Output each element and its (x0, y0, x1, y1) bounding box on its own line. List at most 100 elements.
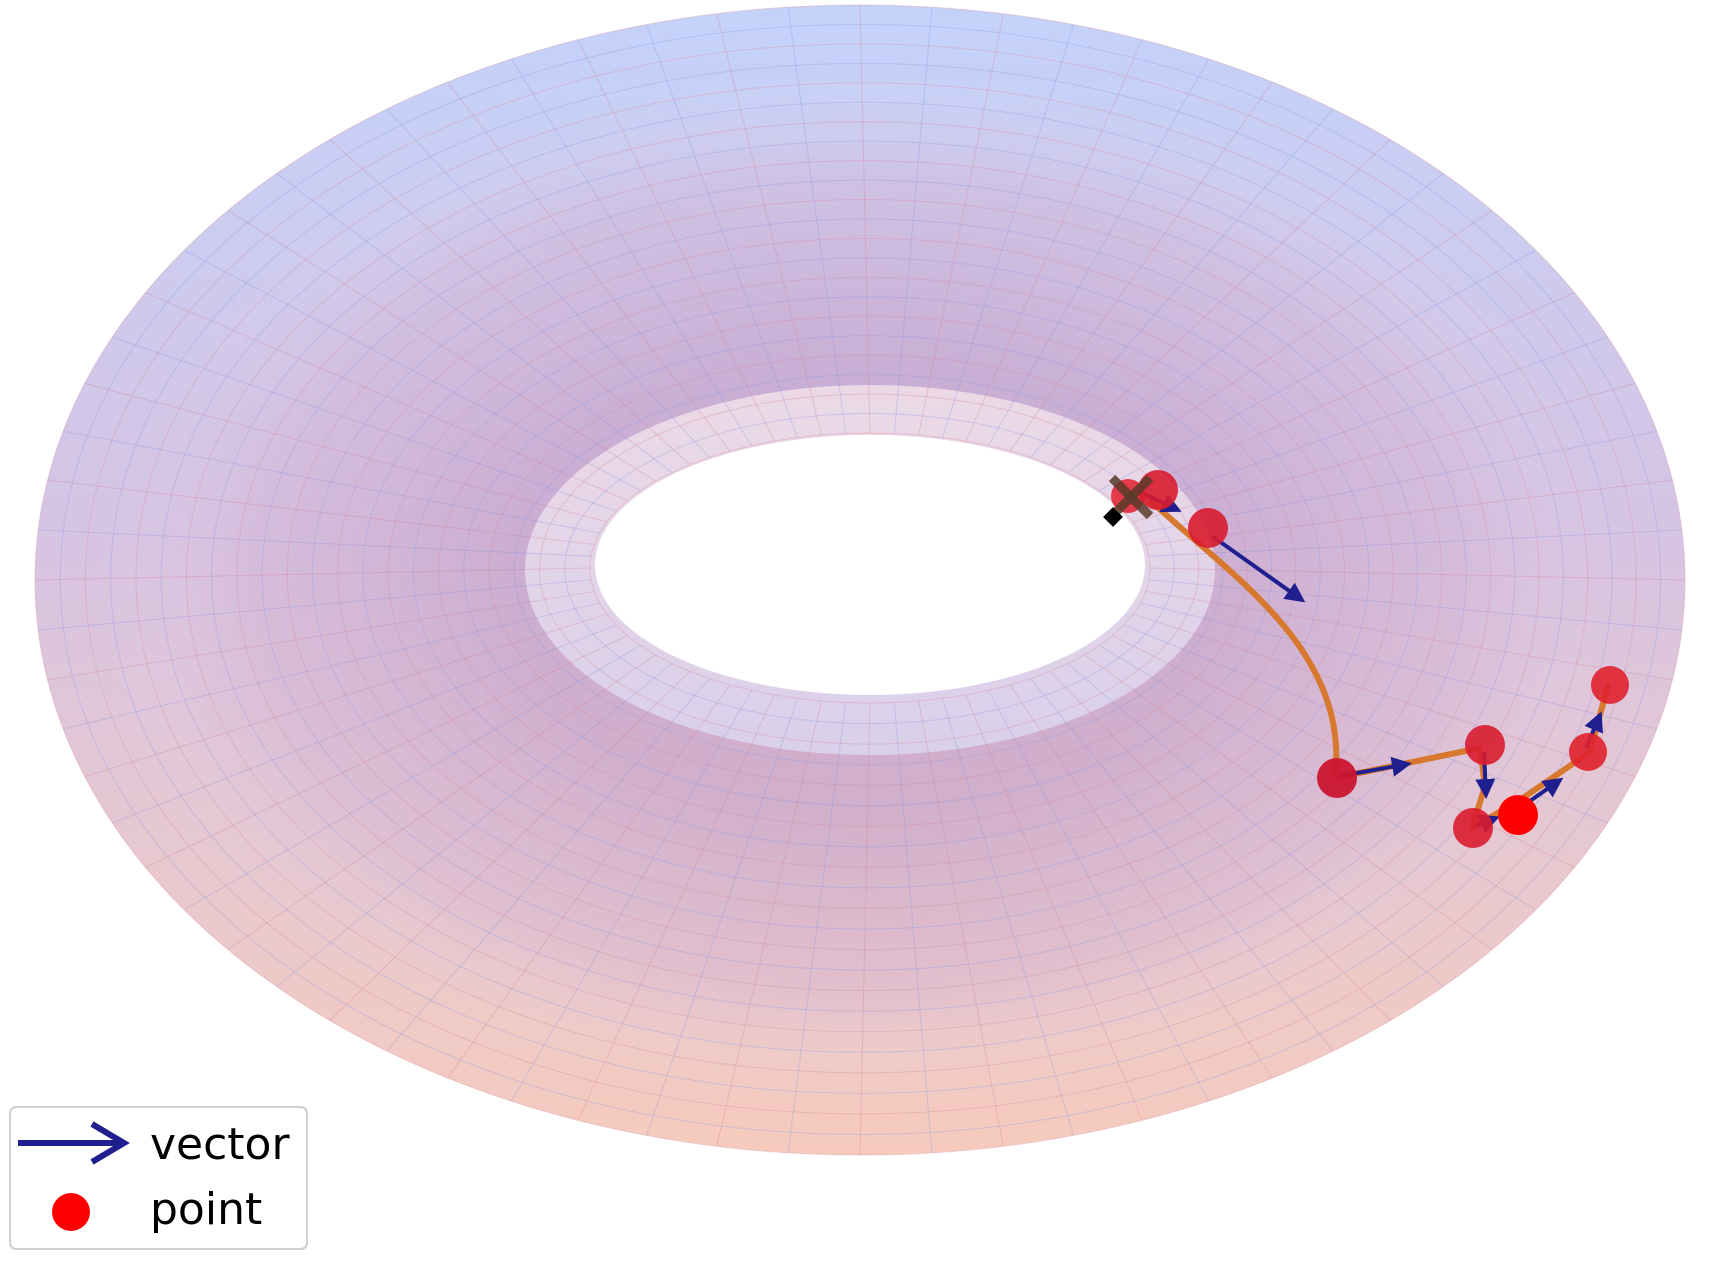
mesh-longitude-line (1067, 173, 1444, 473)
mesh-latitude-line (236, 160, 1491, 992)
mesh-latitude-line (589, 432, 1151, 704)
mesh-longitude-line (1030, 108, 1334, 458)
mesh-longitude-line (1140, 602, 1658, 730)
vector-arrow (1210, 534, 1306, 603)
mesh-longitude-line (965, 39, 1143, 442)
mesh-longitude-line (329, 139, 691, 465)
mesh-latitude-line (312, 218, 1418, 930)
mesh-latitude-line (84, 43, 1637, 1115)
mesh-longitude-line (1084, 209, 1493, 482)
mesh-latitude-line (539, 393, 1200, 745)
point-marker (1569, 733, 1607, 771)
mesh-longitude-line (447, 81, 731, 452)
mesh-latitude-line (337, 237, 1394, 909)
mesh-longitude-line (34, 567, 591, 581)
mesh-longitude-line (1049, 139, 1391, 465)
mesh-longitude-line (893, 702, 933, 1153)
mesh-longitude-line (447, 684, 731, 1079)
mesh-longitude-line (62, 602, 600, 730)
mesh-longitude-line (329, 671, 691, 1021)
torus-surface (34, 4, 1686, 1156)
mesh-latitude-line (488, 354, 1248, 786)
mesh-longitude-line (987, 690, 1210, 1102)
legend: vector point (9, 1106, 308, 1250)
mesh-longitude-line (112, 336, 617, 512)
surface-mesh (34, 4, 1686, 1156)
mesh-longitude-line (918, 700, 1004, 1147)
mesh-longitude-line (145, 292, 628, 501)
mesh-longitude-line (1148, 529, 1682, 557)
mesh-longitude-line (716, 13, 822, 436)
mesh-longitude-line (510, 690, 753, 1102)
mesh-latitude-line (513, 374, 1224, 766)
mesh-longitude-line (38, 579, 592, 631)
arrow-icon (18, 1121, 130, 1165)
mesh-longitude-line (276, 173, 673, 473)
mesh-longitude-line (1145, 479, 1673, 546)
mesh-longitude-line (1049, 671, 1391, 1021)
mesh-latitude-line (59, 23, 1662, 1135)
mesh-longitude-line (227, 654, 656, 951)
mesh-longitude-line (1084, 654, 1493, 951)
mesh-longitude-line (918, 13, 1004, 436)
mesh-latitude-line (387, 276, 1346, 868)
mesh-longitude-line (941, 698, 1075, 1136)
mesh-longitude-line (47, 590, 595, 681)
mesh-latitude-line (34, 4, 1686, 1156)
mesh-longitude-line (145, 635, 628, 868)
point-marker (1498, 795, 1538, 835)
x-marker-icon (1103, 474, 1154, 527)
mesh-longitude-line (787, 702, 847, 1153)
mesh-longitude-line (941, 24, 1075, 438)
mesh-longitude-line (577, 39, 775, 442)
mesh-latitude-line (463, 335, 1273, 807)
mesh-longitude-line (1099, 249, 1537, 492)
point-marker (1453, 808, 1493, 848)
mesh-longitude-line (1123, 624, 1608, 824)
mesh-longitude-line (1009, 684, 1273, 1079)
mesh-longitude-line (716, 700, 822, 1147)
mesh-longitude-line (1009, 81, 1273, 452)
mesh-longitude-line (38, 529, 592, 557)
mesh-longitude-line (787, 7, 847, 434)
mesh-latitude-line (564, 413, 1175, 725)
mesh-longitude-line (646, 24, 799, 438)
mesh-longitude-line (1148, 579, 1682, 631)
mesh-longitude-line (1140, 430, 1657, 534)
mesh-latitude-line (160, 101, 1564, 1053)
mesh-longitude-line (183, 249, 641, 492)
mesh-longitude-line (84, 613, 608, 778)
mesh-longitude-line (859, 4, 871, 434)
mesh-longitude-line (47, 479, 595, 546)
mesh-longitude-line (386, 678, 710, 1052)
mesh-longitude-line (859, 702, 871, 1156)
mesh-latitude-line (185, 121, 1540, 1033)
mesh-longitude-line (1067, 663, 1444, 987)
mesh-longitude-line (1123, 336, 1608, 512)
mesh-longitude-line (1112, 292, 1575, 501)
mesh-longitude-line (63, 430, 600, 534)
mesh-longitude-line (276, 663, 673, 987)
mesh-latitude-line (438, 315, 1297, 827)
mesh-longitude-line (183, 645, 641, 911)
mesh-latitude-line (261, 179, 1467, 971)
mesh-longitude-line (965, 694, 1143, 1121)
mesh-longitude-line (386, 108, 710, 458)
point-marker (1188, 508, 1228, 548)
legend-vector-label: vector (150, 1119, 290, 1170)
mesh-longitude-line (577, 694, 775, 1121)
mesh-longitude-line (1145, 590, 1673, 681)
legend-point-label: point (150, 1184, 262, 1235)
mesh-latitude-line (211, 140, 1516, 1012)
mesh-latitude-line (412, 296, 1321, 848)
mesh-longitude-line (1030, 678, 1334, 1052)
mesh-latitude-line (362, 257, 1370, 889)
point-marker (1591, 666, 1629, 704)
mesh-longitude-line (1149, 567, 1686, 581)
mesh-longitude-line (84, 382, 608, 523)
mesh-longitude-line (1132, 613, 1636, 778)
mesh-longitude-line (646, 698, 799, 1136)
mesh-longitude-line (987, 58, 1210, 446)
mesh-longitude-line (510, 58, 753, 446)
